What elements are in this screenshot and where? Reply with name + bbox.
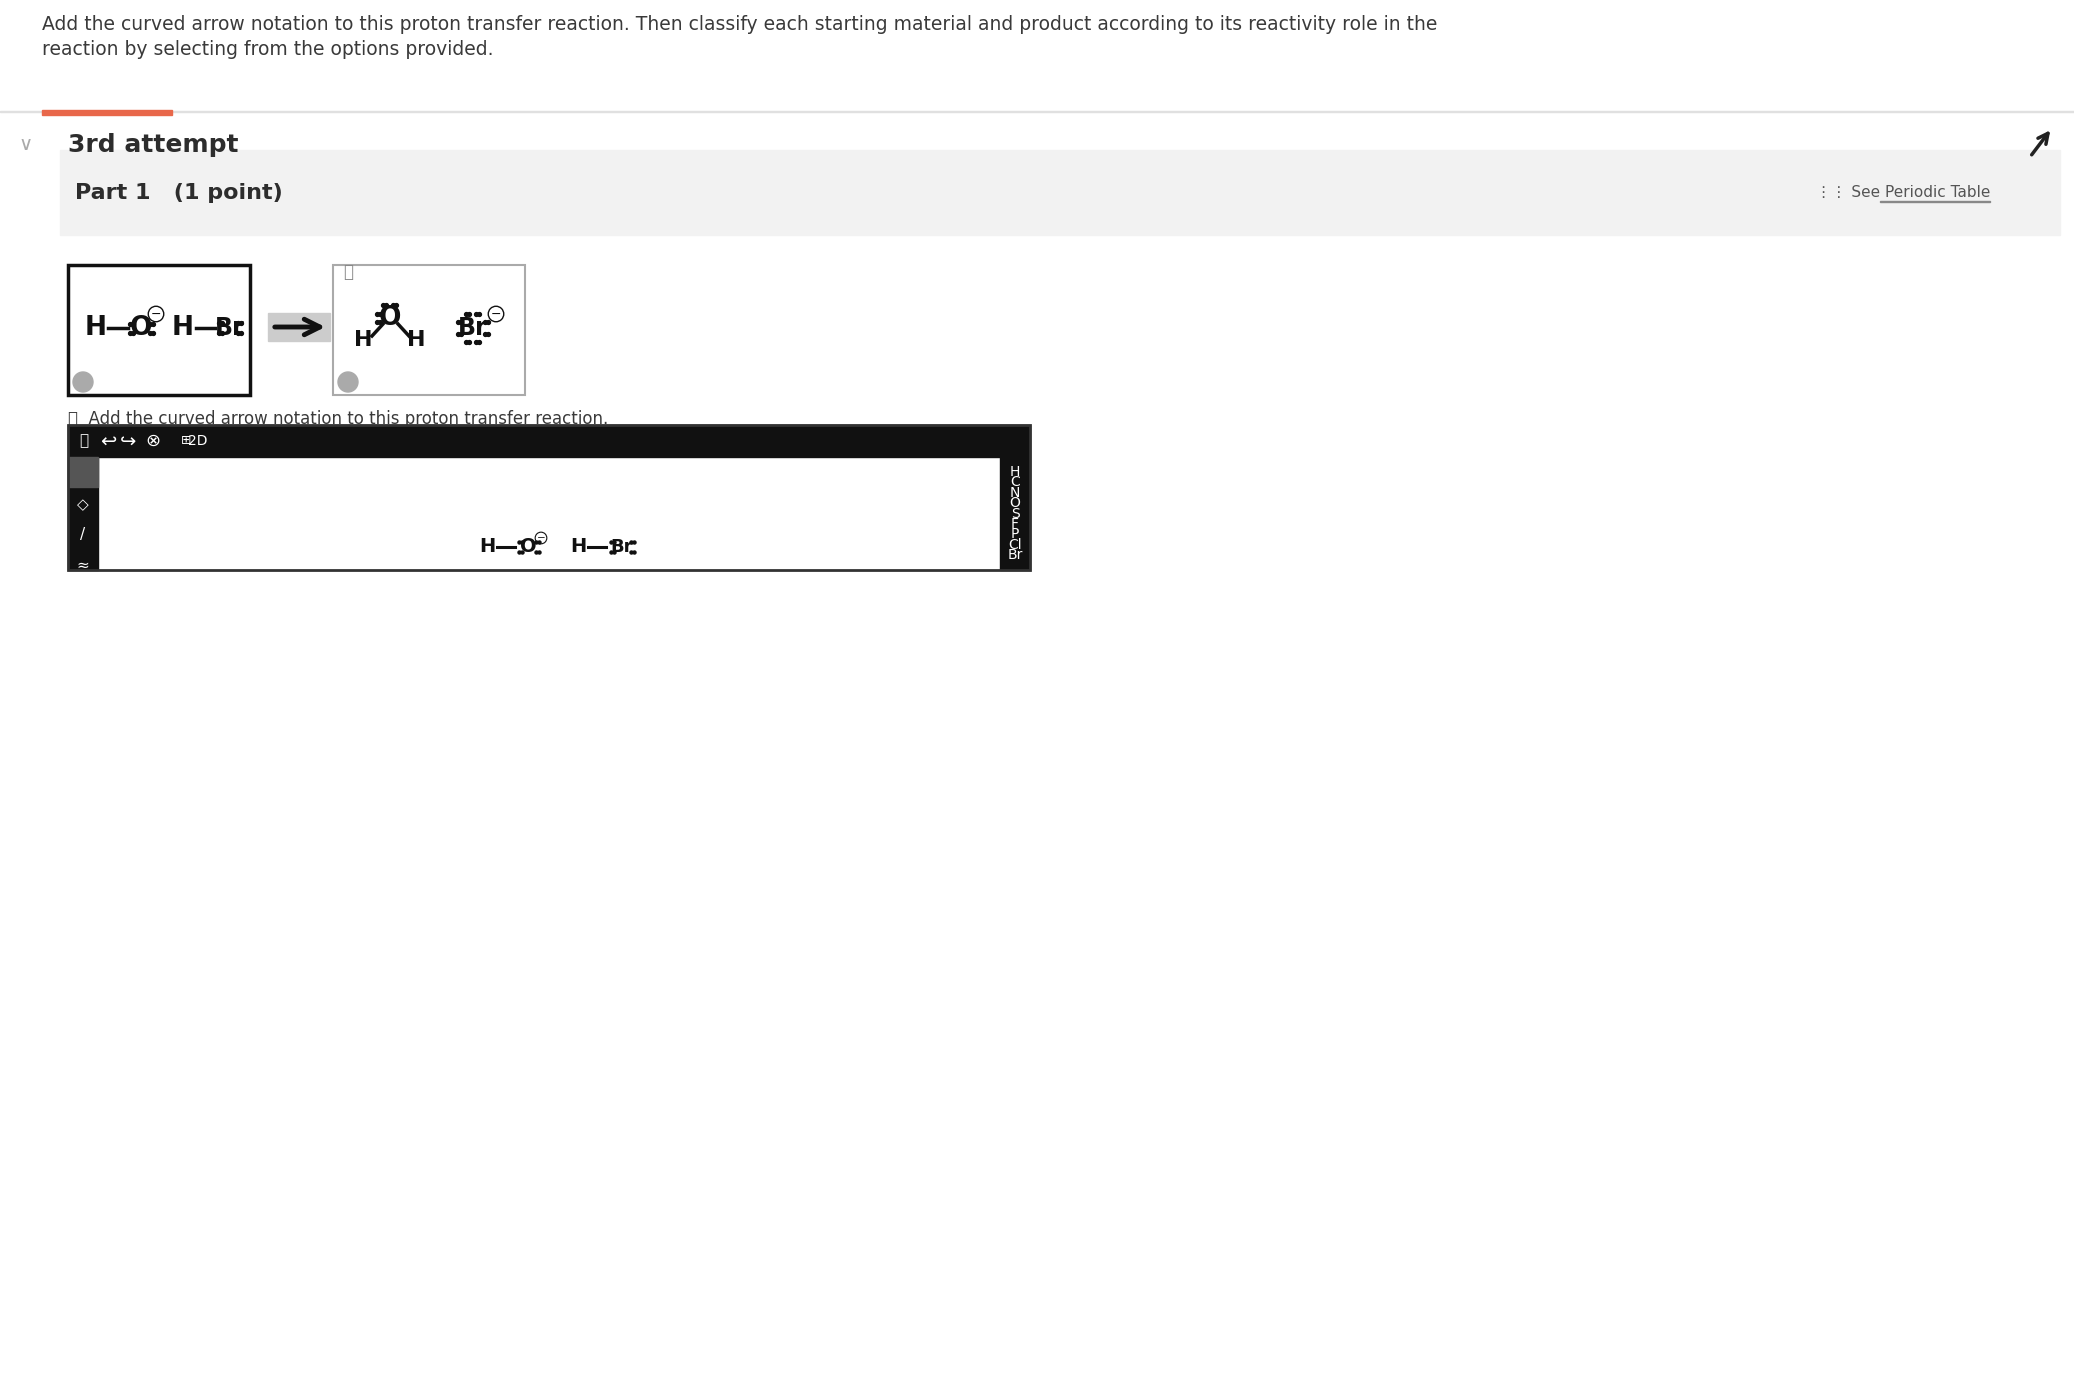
Text: H: H — [85, 315, 108, 342]
Text: ◇: ◇ — [77, 497, 89, 512]
Circle shape — [73, 372, 93, 392]
Text: ↩: ↩ — [100, 431, 116, 451]
Text: O: O — [131, 315, 151, 342]
Text: Br: Br — [458, 316, 487, 340]
Text: F: F — [1010, 517, 1018, 531]
Text: −: − — [151, 308, 162, 321]
Text: H: H — [570, 538, 587, 556]
Text: H: H — [355, 330, 371, 350]
Text: P: P — [1010, 528, 1018, 542]
Bar — [0, 0, 2074, 115]
Text: ⊗: ⊗ — [145, 433, 160, 449]
Text: C: C — [1010, 476, 1020, 490]
Bar — [268, 314, 330, 342]
Text: S: S — [1010, 507, 1020, 521]
Text: ⋮⋮ See Periodic Table: ⋮⋮ See Periodic Table — [1815, 185, 1989, 200]
Bar — [68, 426, 1031, 570]
Text: ∨: ∨ — [19, 136, 33, 154]
Text: O: O — [380, 305, 400, 330]
Text: Part 1   (1 point): Part 1 (1 point) — [75, 183, 282, 203]
Text: Add the curved arrow notation to this proton transfer reaction. Then classify ea: Add the curved arrow notation to this pr… — [41, 15, 1437, 34]
Text: Br: Br — [1008, 547, 1022, 561]
Bar — [60, 150, 2059, 235]
Bar — [334, 265, 525, 395]
Text: H: H — [407, 330, 425, 350]
Text: Br: Br — [610, 538, 633, 556]
Bar — [1000, 456, 1031, 570]
Text: O: O — [521, 538, 537, 556]
Text: 2D: 2D — [189, 434, 207, 448]
Text: H: H — [1010, 465, 1020, 479]
Text: −: − — [492, 308, 502, 321]
Text: H: H — [479, 538, 496, 556]
Text: ⊞: ⊞ — [180, 434, 191, 448]
Text: O: O — [1010, 496, 1020, 510]
Text: i: i — [346, 375, 351, 389]
Text: 3rd attempt: 3rd attempt — [68, 133, 239, 157]
Bar — [68, 426, 1031, 456]
Text: /: / — [81, 528, 85, 542]
Bar — [41, 111, 172, 115]
Circle shape — [338, 372, 359, 392]
Text: Br: Br — [216, 316, 245, 340]
Bar — [97, 456, 1000, 570]
Text: N: N — [1010, 486, 1020, 500]
Text: Cl: Cl — [1008, 538, 1022, 552]
Text: −: − — [537, 533, 545, 543]
Bar — [0, 111, 2074, 112]
Text: i: i — [81, 375, 85, 389]
Text: ⋯: ⋯ — [75, 465, 91, 479]
Bar — [68, 265, 251, 395]
Text: ↪: ↪ — [120, 431, 137, 451]
Text: H: H — [172, 315, 195, 342]
Text: ≈: ≈ — [77, 557, 89, 573]
Text: ⓘ  Add the curved arrow notation to this proton transfer reaction.: ⓘ Add the curved arrow notation to this … — [68, 410, 608, 428]
Text: reaction by selecting from the options provided.: reaction by selecting from the options p… — [41, 41, 494, 59]
Text: 🗋: 🗋 — [79, 434, 89, 448]
Bar — [68, 456, 97, 487]
Bar — [68, 456, 97, 570]
Text: 🔒: 🔒 — [342, 263, 353, 281]
